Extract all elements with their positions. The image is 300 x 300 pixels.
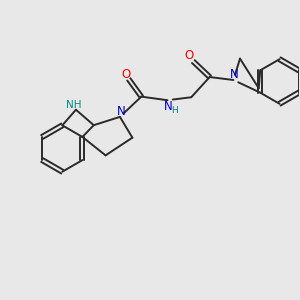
Text: N: N <box>230 68 239 81</box>
Text: NH: NH <box>66 100 81 110</box>
Text: O: O <box>184 49 194 62</box>
Text: N: N <box>164 100 173 113</box>
Text: H: H <box>171 106 177 116</box>
Text: O: O <box>121 68 130 81</box>
Text: N: N <box>117 105 125 118</box>
